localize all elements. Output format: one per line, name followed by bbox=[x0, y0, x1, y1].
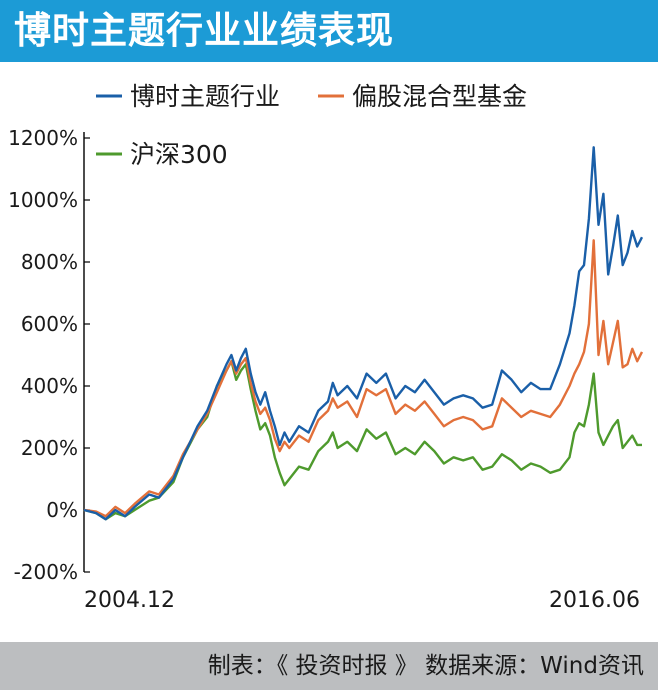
y-axis: -200% 0% 200% 400% 600% 800% 1000% 1200% bbox=[8, 126, 90, 584]
legend-label-0: 博时主题行业 bbox=[130, 82, 280, 111]
series-line-0 bbox=[83, 146, 644, 521]
legend-label-2: 沪深300 bbox=[130, 140, 228, 169]
y-tick-label: 1000% bbox=[8, 188, 78, 212]
chart-title: 博时主题行业业绩表现 bbox=[14, 9, 394, 52]
y-tick-label: -200% bbox=[14, 560, 78, 584]
y-tick-label: 0% bbox=[46, 498, 78, 522]
x-tick-label: 2016.06 bbox=[549, 588, 640, 613]
series-layer bbox=[83, 146, 644, 521]
footer-credit: 制表：《 投资时报 》 数据来源：Wind资讯 bbox=[207, 653, 644, 679]
y-tick-label: 800% bbox=[21, 250, 78, 274]
y-tick-label: 600% bbox=[21, 312, 78, 336]
series-line-1 bbox=[83, 239, 644, 518]
legend-label-1: 偏股混合型基金 bbox=[352, 82, 527, 111]
title-bar: 博时主题行业业绩表现 bbox=[0, 0, 658, 62]
x-tick-label: 2004.12 bbox=[84, 588, 175, 613]
y-tick-label: 1200% bbox=[8, 126, 78, 150]
footer-bar: 制表：《 投资时报 》 数据来源：Wind资讯 bbox=[0, 642, 658, 690]
x-axis: 2004.12 2016.06 bbox=[84, 588, 640, 613]
y-tick-label: 200% bbox=[21, 436, 78, 460]
y-tick-label: 400% bbox=[21, 374, 78, 398]
